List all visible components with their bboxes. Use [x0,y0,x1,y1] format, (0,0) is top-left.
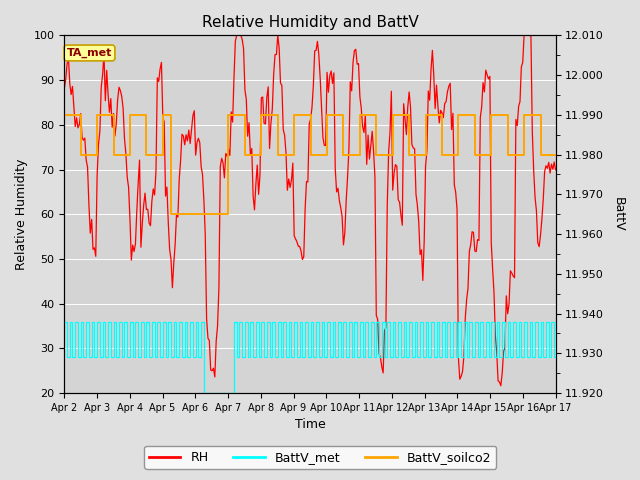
Title: Relative Humidity and BattV: Relative Humidity and BattV [202,15,419,30]
Y-axis label: BattV: BattV [612,197,625,231]
Legend: RH, BattV_met, BattV_soilco2: RH, BattV_met, BattV_soilco2 [144,446,496,469]
X-axis label: Time: Time [294,419,325,432]
Text: TA_met: TA_met [67,48,112,58]
Y-axis label: Relative Humidity: Relative Humidity [15,158,28,270]
